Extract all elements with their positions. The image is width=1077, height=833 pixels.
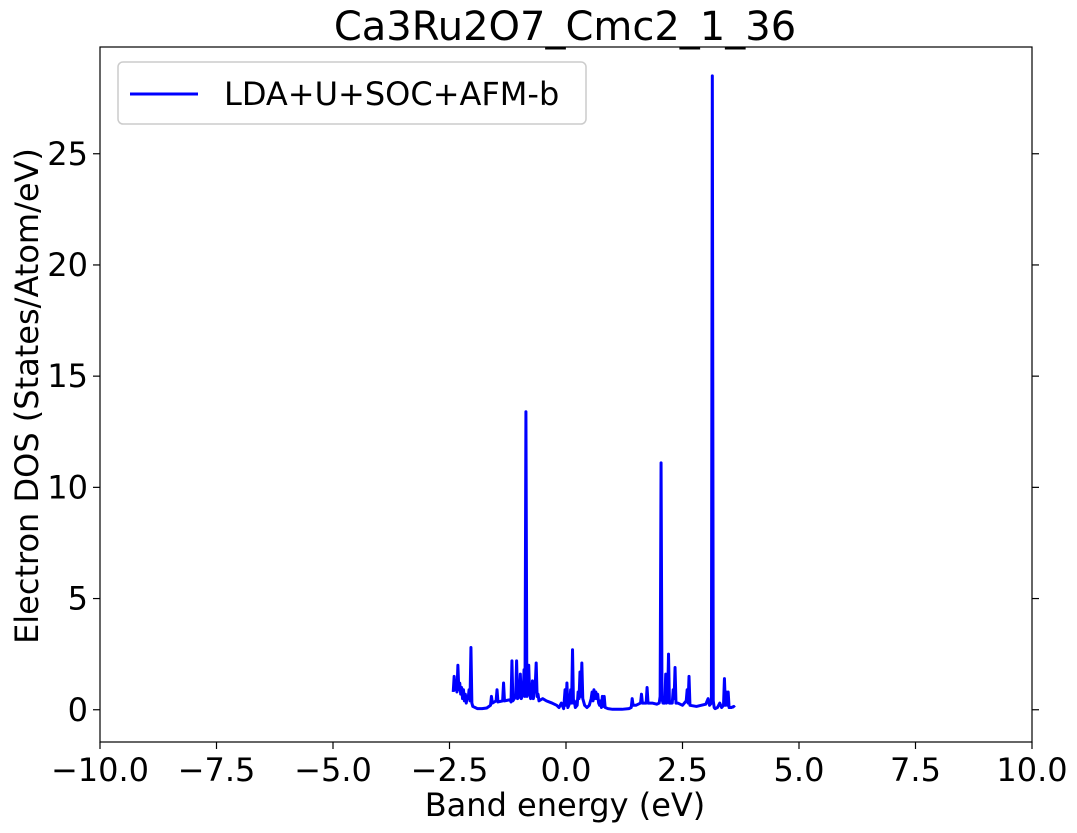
- legend-frame: [117, 61, 587, 125]
- y-tick-label: 5: [68, 580, 88, 618]
- chart-title: Ca3Ru2O7_Cmc2_1_36: [334, 4, 796, 50]
- plot-background: [100, 47, 1032, 742]
- x-tick-label: −2.5: [411, 751, 489, 789]
- x-tick-label: 0.0: [541, 751, 592, 789]
- x-tick-label: 7.5: [890, 751, 941, 789]
- legend: LDA+U+SOC+AFM-b: [117, 61, 587, 125]
- x-axis-label: Band energy (eV): [425, 786, 706, 824]
- y-tick-label: 20: [47, 246, 88, 284]
- y-tick-label: 10: [47, 468, 88, 506]
- x-tick-label: −10.0: [51, 751, 149, 789]
- y-tick-label: 0: [68, 691, 88, 729]
- x-tick-label: −5.0: [294, 751, 372, 789]
- x-tick-label: −7.5: [178, 751, 256, 789]
- x-tick-label: 5.0: [774, 751, 825, 789]
- ticks-layer: −10.0 −7.5 −5.0 −2.5 0.0 2.5 5.0 7.5 10.0 0 5 10 15 2…: [47, 135, 1067, 789]
- x-tick-label: 2.5: [657, 751, 708, 789]
- plot-area: [100, 47, 1032, 742]
- y-axis-label: Electron DOS (States/Atom/eV): [8, 148, 46, 644]
- legend-label: LDA+U+SOC+AFM-b: [224, 75, 559, 113]
- series-layer: [451, 74, 736, 711]
- x-tick-label: 10.0: [996, 751, 1067, 789]
- y-tick-label: 25: [47, 135, 88, 173]
- series-line-0: [451, 74, 736, 711]
- y-tick-label: 15: [47, 357, 88, 395]
